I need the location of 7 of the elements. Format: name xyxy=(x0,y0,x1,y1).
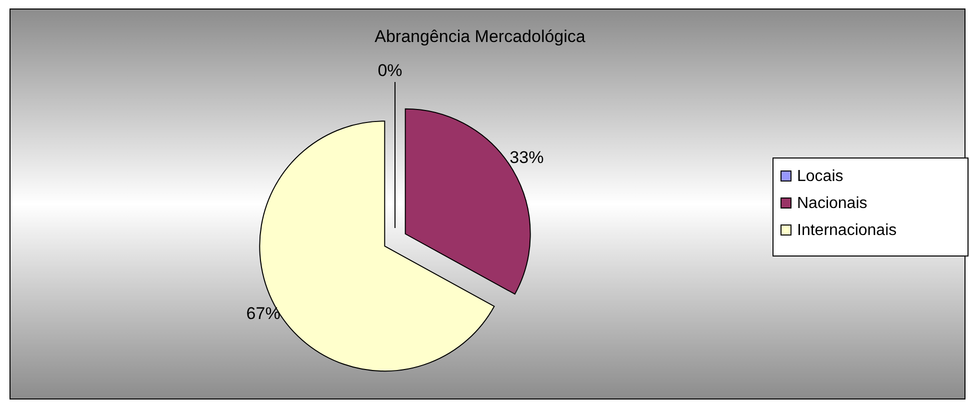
legend-label: Internacionais xyxy=(797,222,897,239)
data-label: 67% xyxy=(246,304,280,323)
legend-label: Nacionais xyxy=(797,195,868,212)
legend-label: Locais xyxy=(797,168,844,185)
chart-title: Abrangência Mercadológica xyxy=(374,27,586,46)
text: 0% xyxy=(378,61,402,80)
data-label: 33% xyxy=(510,148,544,168)
